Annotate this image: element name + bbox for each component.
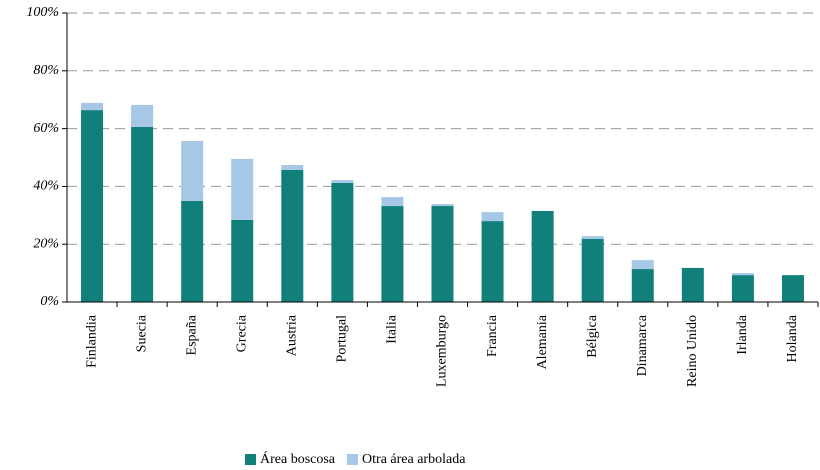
- bar-segment: [531, 210, 554, 302]
- x-tick-label: Alemania: [535, 314, 550, 369]
- bar-segment: [81, 102, 104, 111]
- x-tick-label: Holanda: [785, 314, 800, 362]
- y-tick-label: 20%: [33, 236, 59, 251]
- bar-segment: [581, 238, 604, 302]
- y-tick-label: 40%: [33, 179, 59, 194]
- bar-segment: [181, 141, 204, 201]
- y-tick-label: 0%: [40, 294, 59, 309]
- bar-segment: [681, 267, 704, 302]
- x-tick-label: Grecia: [234, 314, 249, 352]
- legend-swatch: [245, 454, 256, 465]
- bar-segment: [431, 204, 454, 207]
- legend-swatch: [347, 454, 359, 465]
- bar-segment: [131, 126, 154, 302]
- bar-segment: [181, 200, 204, 302]
- bar-segment: [631, 269, 654, 302]
- x-tick-label: Reino Unido: [685, 315, 700, 387]
- bar-segment: [781, 275, 804, 302]
- x-tick-label: Irlanda: [735, 314, 750, 354]
- x-tick-label: España: [184, 314, 199, 355]
- legend-label: Área boscosa: [260, 450, 336, 467]
- bar-segment: [731, 273, 754, 276]
- bar-segment: [381, 206, 404, 302]
- bar-segment: [231, 158, 254, 220]
- x-tick-label: Italia: [385, 314, 400, 344]
- x-tick-label: Austria: [285, 314, 300, 356]
- y-tick-label: 80%: [33, 63, 59, 78]
- x-tick-label: Portugal: [335, 315, 350, 363]
- x-tick-label: Suecia: [134, 314, 149, 352]
- x-tick-label: Francia: [485, 314, 500, 357]
- y-tick-label: 60%: [33, 121, 59, 136]
- x-tick-label: Luxemburgo: [435, 315, 450, 387]
- legend-label: Otra área arbolada: [362, 452, 466, 467]
- bar-segment: [481, 221, 504, 302]
- bar-segment: [381, 197, 404, 207]
- bar-segment: [281, 169, 304, 302]
- bar-segment: [431, 206, 454, 302]
- bar-segment: [331, 180, 354, 183]
- bar-segment: [131, 104, 154, 127]
- bar-segment: [231, 219, 254, 302]
- bar-segment: [631, 260, 654, 270]
- x-tick-label: Dinamarca: [635, 314, 650, 376]
- bar-segment: [281, 165, 304, 170]
- y-tick-label: 100%: [26, 5, 59, 20]
- bar-segment: [81, 110, 104, 302]
- bar-segment: [581, 236, 604, 239]
- x-tick-label: Finlandia: [84, 314, 99, 368]
- bar-segment: [731, 275, 754, 302]
- x-tick-label: Bélgica: [585, 314, 600, 358]
- bar-segment: [481, 212, 504, 222]
- bar-segment: [331, 182, 354, 302]
